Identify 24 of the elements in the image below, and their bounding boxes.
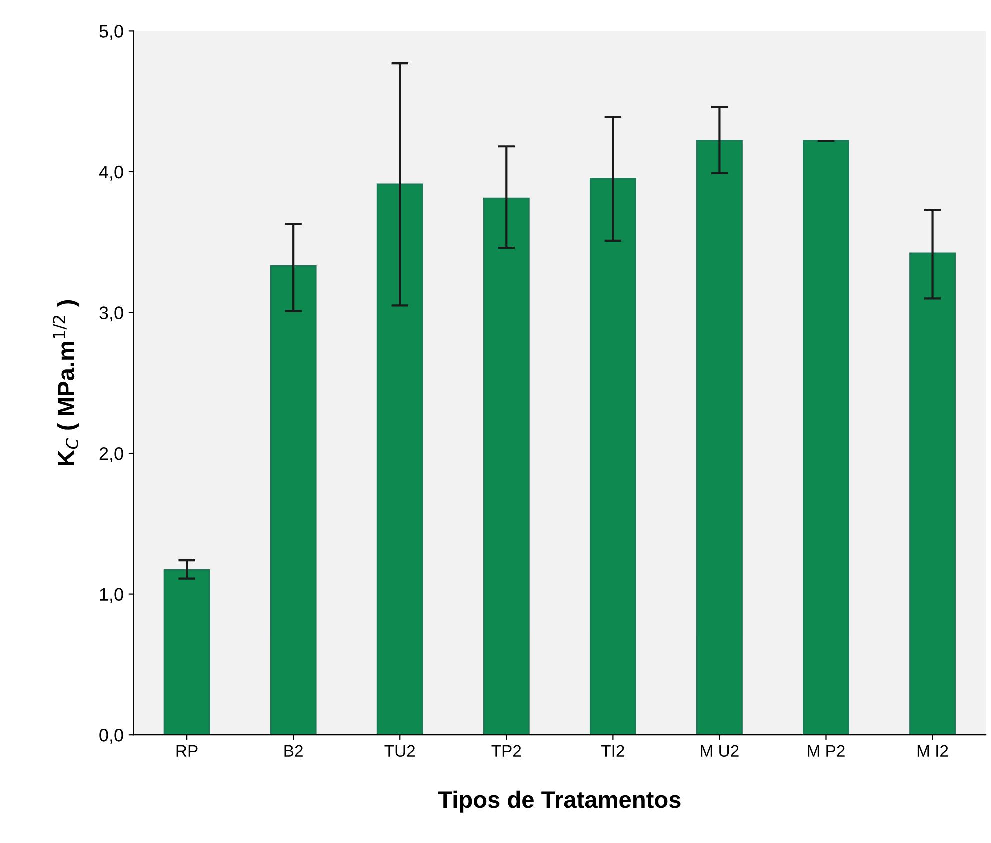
bar [376, 184, 424, 736]
y-tick-label: 4,0 [99, 166, 124, 181]
x-tick-label: TP2 [492, 745, 522, 757]
x-axis-title: Tipos de Tratamentos [438, 790, 681, 813]
x-tick-label: TI2 [602, 745, 624, 757]
x-tick-label: RP [176, 745, 198, 757]
y-tick-label: 0,0 [100, 729, 124, 744]
bar [803, 140, 850, 736]
x-tick-label: M I2 [918, 745, 948, 757]
bar [270, 265, 317, 736]
y-tick-label: 3,0 [100, 306, 124, 322]
bar [164, 570, 210, 736]
y-tick-label: 1,0 [100, 588, 124, 604]
x-tick-label: M P2 [808, 745, 845, 757]
y-tick-label: 2,0 [100, 447, 124, 462]
bar [483, 198, 530, 736]
bar [910, 252, 956, 736]
x-tick-label: M U2 [701, 745, 739, 758]
bar [590, 178, 636, 736]
bar [696, 140, 743, 736]
x-tick-label: B2 [284, 745, 303, 757]
x-tick-label: TU2 [384, 745, 416, 758]
y-axis-title: K$_{C}$ ( MPa.m$^{1/2}$ ) [53, 300, 80, 466]
y-tick-label: 5,0 [100, 25, 124, 40]
